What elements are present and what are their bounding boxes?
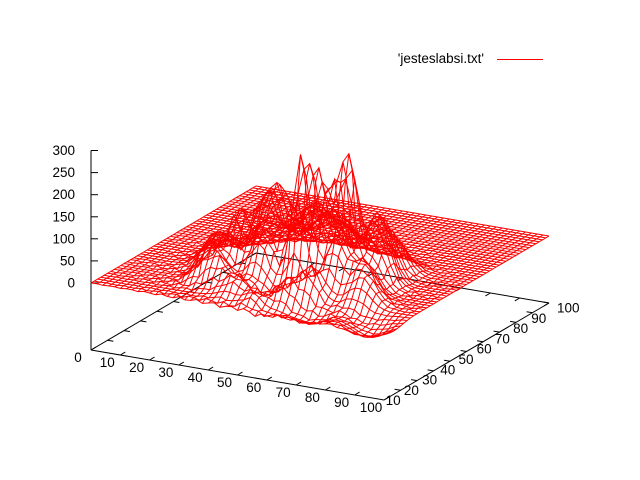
x-tick bbox=[266, 376, 273, 381]
x-tick bbox=[237, 371, 243, 376]
surface-mesh-col bbox=[331, 226, 497, 325]
x-tick bbox=[120, 351, 126, 356]
z-tick-label: 300 bbox=[52, 143, 75, 158]
y-tick-label: 100 bbox=[557, 301, 580, 316]
x-tick-label: 70 bbox=[276, 385, 291, 400]
x-tick-label: 60 bbox=[246, 380, 261, 395]
x-tick-back bbox=[514, 297, 520, 302]
x-tick-label: 80 bbox=[305, 390, 320, 405]
y-tick-label: 90 bbox=[531, 311, 546, 326]
y-tick-back bbox=[173, 301, 180, 303]
x-tick bbox=[90, 346, 97, 351]
surface-mesh-col bbox=[260, 154, 427, 318]
y-tick bbox=[477, 340, 484, 343]
surface-mesh-col bbox=[178, 200, 345, 298]
surface-mesh-col bbox=[383, 235, 550, 336]
y-tick-label: 60 bbox=[477, 342, 492, 357]
surface-mesh-col bbox=[378, 234, 544, 336]
x-tick-back bbox=[485, 292, 491, 297]
x-tick bbox=[325, 386, 331, 391]
y-tick-label: 20 bbox=[404, 383, 419, 398]
x-tick-back bbox=[543, 302, 550, 307]
x-tick-label: 40 bbox=[188, 370, 203, 385]
legend-series-line-sample bbox=[497, 59, 543, 60]
z-tick-label: 250 bbox=[52, 165, 75, 180]
surface-mesh-col bbox=[96, 186, 263, 285]
surface-mesh-col bbox=[172, 199, 339, 299]
surface-mesh-col bbox=[325, 225, 491, 325]
z-tick-label: 50 bbox=[60, 253, 75, 268]
surface-mesh-col bbox=[360, 231, 526, 338]
surface-mesh-col bbox=[301, 179, 468, 325]
x-tick bbox=[207, 366, 214, 371]
z-tick-label: 200 bbox=[52, 187, 75, 202]
x-tick-back bbox=[338, 267, 345, 272]
legend-series-label: 'jesteslabsi.txt' bbox=[397, 51, 484, 66]
y-tick bbox=[394, 388, 401, 391]
surface-mesh-col bbox=[366, 232, 532, 338]
surface-mesh-row bbox=[104, 274, 398, 335]
surface-mesh-col bbox=[90, 185, 257, 284]
y-tick bbox=[411, 379, 418, 382]
x-tick bbox=[178, 361, 185, 366]
x-tick-label: 90 bbox=[334, 395, 349, 410]
y-tick bbox=[526, 311, 533, 314]
y-tick-label: 50 bbox=[458, 352, 473, 367]
y-tick bbox=[510, 320, 517, 323]
surface-mesh-col bbox=[372, 233, 538, 337]
surface-mesh-col bbox=[307, 211, 474, 325]
surface-mesh-col bbox=[354, 230, 520, 337]
y-tick-back bbox=[140, 320, 147, 323]
x-tick bbox=[354, 391, 360, 396]
surface-mesh-col bbox=[108, 188, 274, 287]
surface-mesh-col bbox=[114, 189, 280, 288]
surface-mesh-col bbox=[284, 179, 450, 319]
x-tick-label: 0 bbox=[74, 350, 82, 365]
surface-mesh-col bbox=[295, 153, 462, 324]
y-tick-label: 30 bbox=[422, 373, 437, 388]
z-tick-label: 150 bbox=[52, 209, 75, 224]
surface-mesh-col bbox=[313, 217, 479, 325]
x-tick-label: 50 bbox=[217, 375, 232, 390]
surface-mesh-col bbox=[131, 192, 298, 291]
y-tick bbox=[444, 359, 451, 362]
x-tick-label: 100 bbox=[360, 400, 383, 415]
surface-mesh-col bbox=[149, 195, 315, 294]
surface-mesh-row bbox=[117, 246, 411, 319]
x-tick-label: 30 bbox=[158, 365, 173, 380]
y-tick-label: 80 bbox=[513, 321, 528, 336]
y-tick bbox=[493, 330, 500, 333]
surface-mesh-col bbox=[190, 202, 356, 301]
y-tick-label: 10 bbox=[386, 393, 401, 408]
surface-mesh-col bbox=[102, 187, 268, 286]
x-tick-label: 10 bbox=[100, 355, 115, 370]
z-tick-label: 0 bbox=[67, 276, 75, 291]
x-tick bbox=[383, 396, 390, 401]
y-tick bbox=[427, 369, 434, 372]
z-tick-label: 100 bbox=[52, 231, 75, 246]
y-tick-label: 40 bbox=[440, 362, 455, 377]
legend: 'jesteslabsi.txt' bbox=[0, 51, 484, 66]
surface-mesh-col bbox=[319, 224, 485, 325]
x-tick bbox=[295, 381, 302, 386]
y-tick bbox=[543, 301, 550, 304]
y-tick-label: 70 bbox=[495, 331, 510, 346]
y-tick-back bbox=[107, 339, 114, 342]
surface-mesh-col bbox=[348, 229, 515, 333]
y-tick bbox=[460, 350, 467, 352]
y-tick-back bbox=[123, 330, 130, 333]
y-tick-back bbox=[156, 310, 163, 313]
surface-mesh-col bbox=[342, 228, 509, 330]
x-tick-label: 20 bbox=[129, 360, 144, 375]
surface-mesh-col bbox=[336, 227, 503, 328]
x-tick bbox=[149, 356, 155, 361]
